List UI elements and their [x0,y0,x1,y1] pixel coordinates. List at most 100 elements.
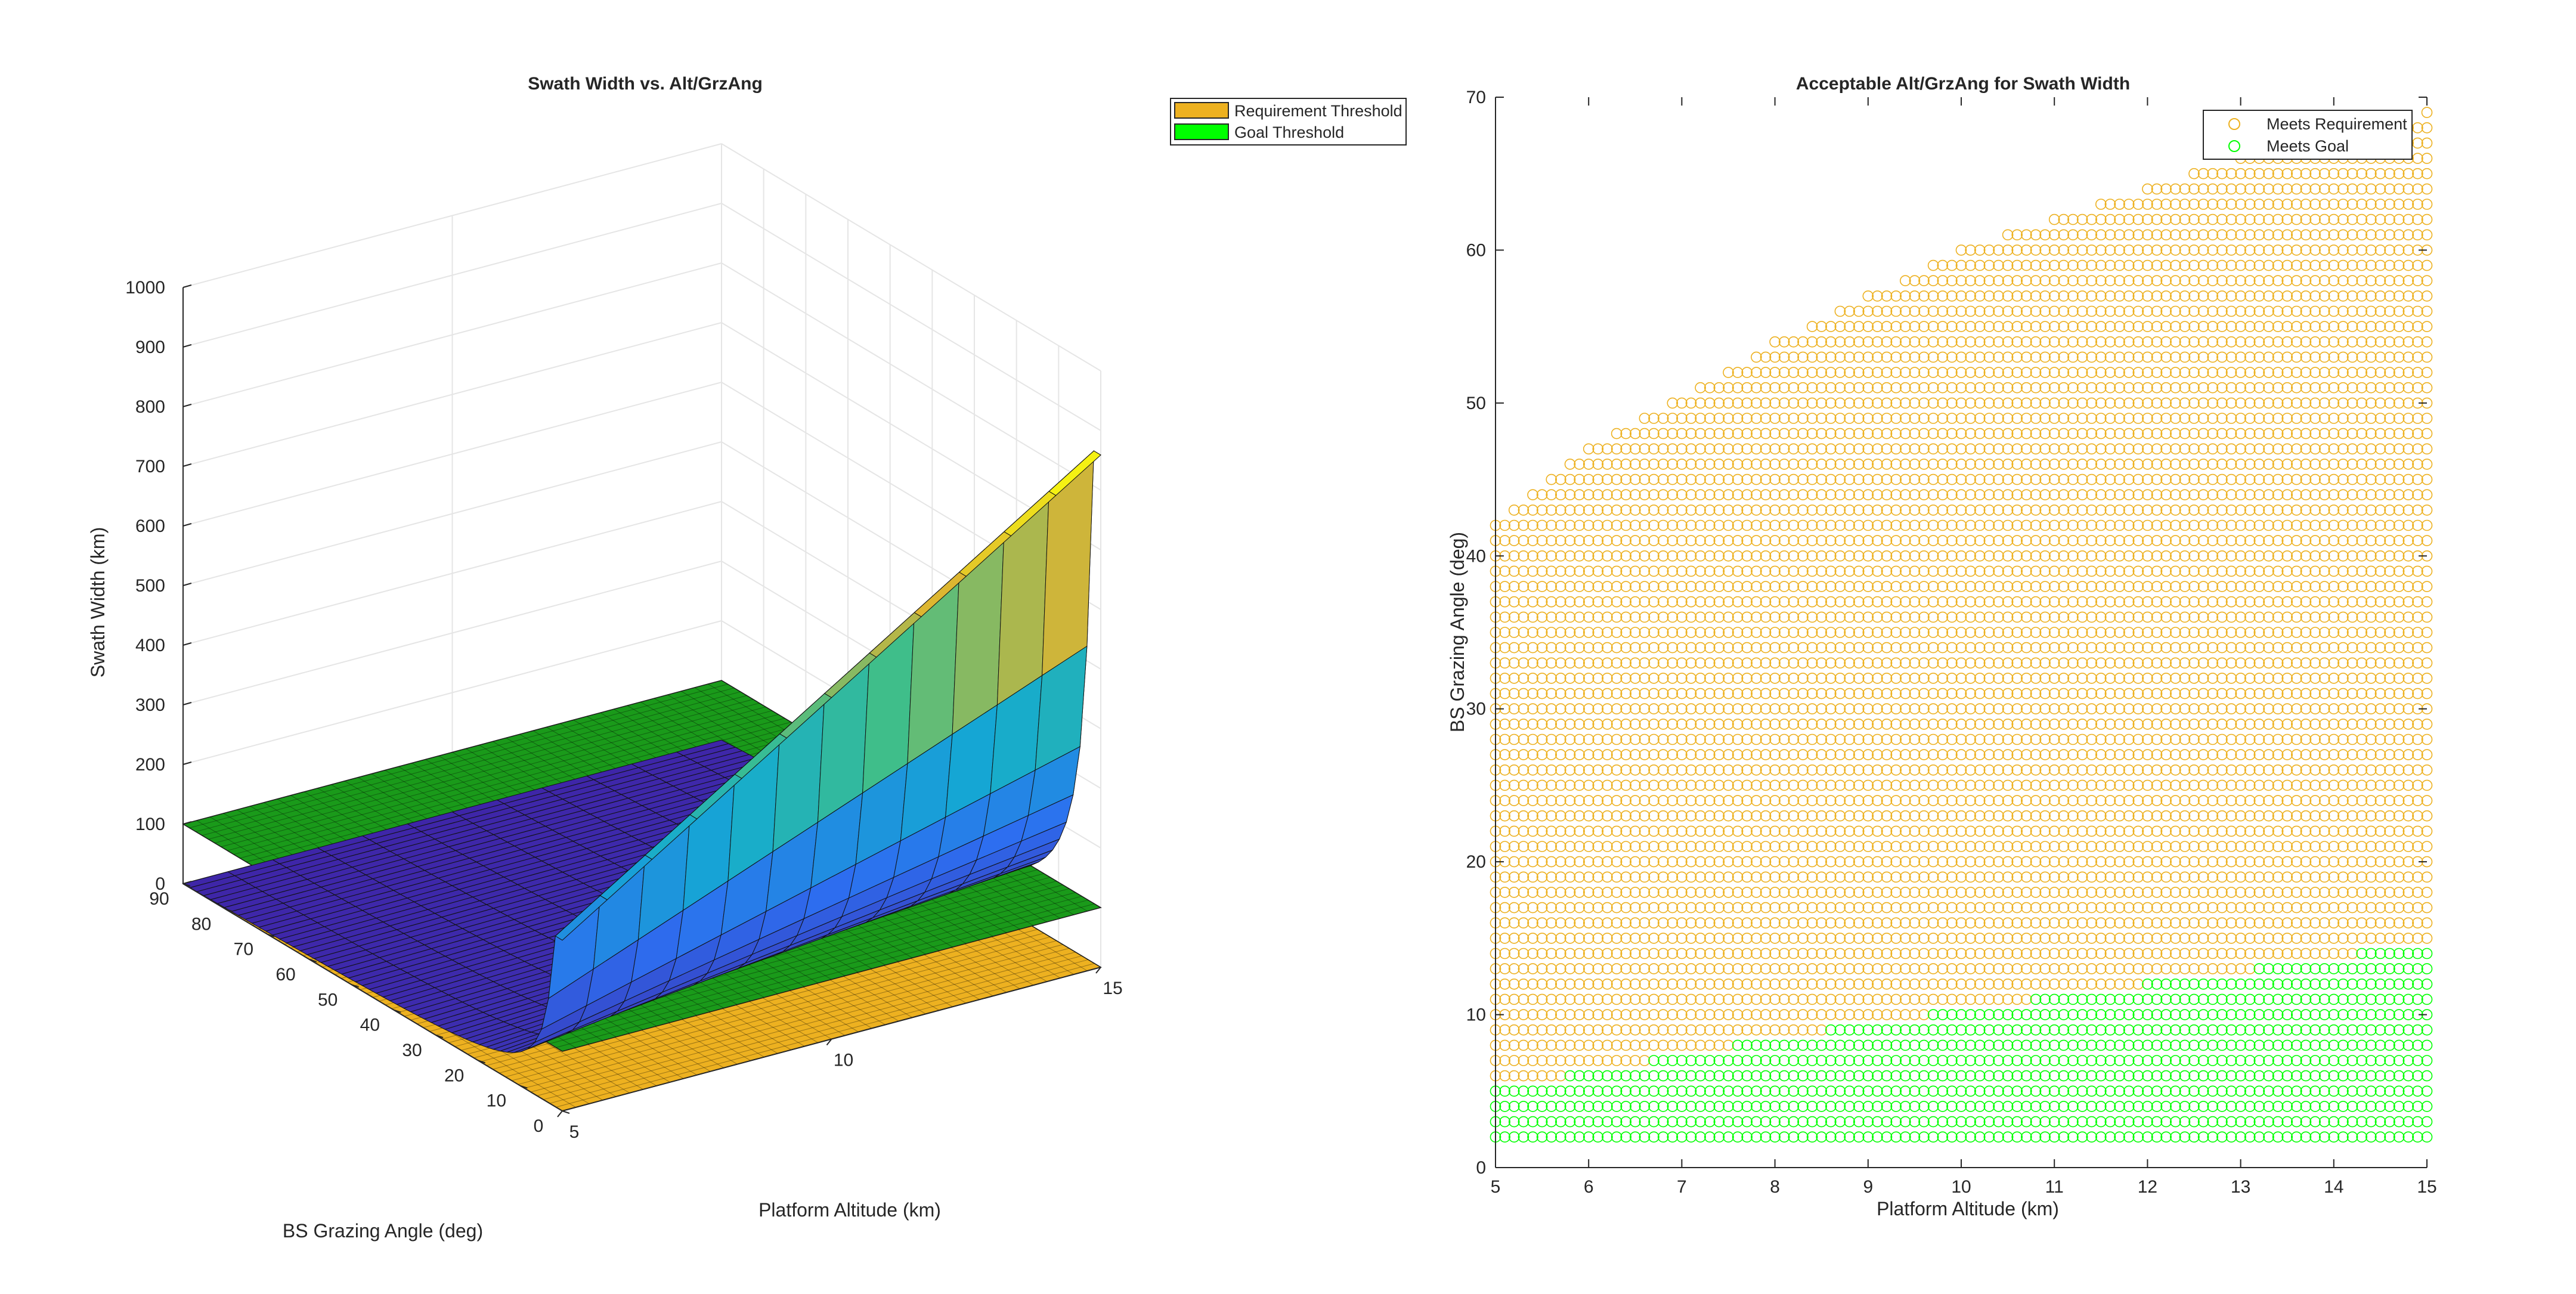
y-tick-label: 80 [191,914,211,934]
requirement-point [1844,994,1854,1004]
requirement-point [2142,429,2153,439]
requirement-point [1593,903,1603,913]
requirement-point [1984,459,1994,469]
requirement-point [2161,719,2171,729]
z-tick-label: 1000 [125,278,165,298]
requirement-point [1742,1010,1752,1020]
requirement-point [2142,413,2153,423]
requirement-point [1537,719,1547,729]
requirement-point [1900,735,1911,745]
requirement-point [1667,521,1677,531]
requirement-point [1863,597,1873,607]
requirement-point [1742,826,1752,836]
requirement-point [1658,780,1668,790]
requirement-point [1826,551,1836,561]
requirement-point [1677,979,1687,989]
requirement-point [2012,352,2022,362]
requirement-point [1770,566,1780,576]
requirement-point [2003,413,2013,423]
requirement-point [2031,275,2041,286]
requirement-point [2171,841,2181,852]
requirement-point [1993,811,2004,821]
requirement-point [1975,765,1985,775]
requirement-point [1649,521,1659,531]
goal-point [2161,994,2171,1004]
goal-point [1779,1071,1789,1081]
requirement-point [1761,795,1771,806]
requirement-point [1565,1040,1575,1050]
requirement-point [1807,918,1818,928]
requirement-point [2058,643,2069,653]
goal-point [2086,1025,2097,1035]
goal-point [2058,1132,2069,1142]
requirement-point [1816,352,1826,362]
requirement-point [1695,413,1705,423]
goal-point [1854,1132,1864,1142]
goal-point [1975,1117,1985,1127]
goal-point [1602,1132,1612,1142]
requirement-point [1956,429,1967,439]
requirement-point [1742,551,1752,561]
requirement-point [1993,826,2004,836]
requirement-point [2133,459,2143,469]
requirement-point [1947,291,1957,301]
requirement-point [1956,735,1967,745]
requirement-point [1854,307,1864,317]
requirement-point [1667,811,1677,821]
requirement-point [2161,704,2171,714]
requirement-point [1993,643,2004,653]
requirement-point [1770,383,1780,393]
requirement-point [1807,826,1818,836]
requirement-point [2003,321,2013,332]
requirement-point [2152,658,2162,668]
requirement-point [1900,903,1911,913]
requirement-point [1528,780,1538,790]
goal-point [2133,994,2143,1004]
requirement-point [2086,321,2097,332]
requirement-point [1770,627,1780,637]
requirement-point [1528,521,1538,531]
requirement-point [1500,811,1510,821]
goal-point [1677,1132,1687,1142]
goal-point [1509,1132,1519,1142]
requirement-point [1612,535,1622,546]
requirement-point [1761,551,1771,561]
requirement-point [1686,750,1696,760]
goal-point [1928,1055,1939,1066]
goal-point [1630,1132,1640,1142]
goal-point [2058,1117,2069,1127]
requirement-point [2049,627,2060,637]
requirement-point [1658,887,1668,897]
requirement-point [1919,352,1929,362]
requirement-point [1956,597,1967,607]
requirement-point [1556,811,1566,821]
requirement-point [1900,475,1911,485]
requirement-point [1993,505,2004,515]
requirement-point [1639,459,1649,469]
requirement-point [1844,903,1854,913]
requirement-point [1509,780,1519,790]
requirement-point [1826,887,1836,897]
requirement-point [1863,307,1873,317]
requirement-point [1546,979,1556,989]
requirement-point [2105,795,2115,806]
requirement-point [2124,215,2134,225]
requirement-point [2152,964,2162,974]
requirement-point [1798,719,1808,729]
requirement-point [1919,933,1929,943]
goal-point [1742,1086,1752,1096]
requirement-point [1798,1025,1808,1035]
requirement-point [1798,949,1808,959]
requirement-point [1807,627,1818,637]
requirement-point [1826,719,1836,729]
requirement-point [1630,505,1640,515]
requirement-point [2124,918,2134,928]
requirement-point [1537,704,1547,714]
goal-point [1649,1132,1659,1142]
requirement-point [1649,811,1659,821]
requirement-point [2152,903,2162,913]
goal-point [2077,1086,2088,1096]
requirement-point [2161,367,2171,377]
requirement-point [1761,383,1771,393]
requirement-point [1919,413,1929,423]
